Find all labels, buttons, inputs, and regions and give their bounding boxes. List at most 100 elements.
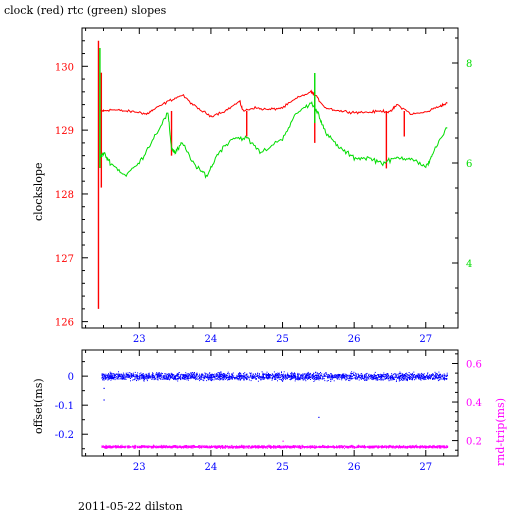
offset-point [170,377,171,379]
offset-point [371,374,372,376]
offset-point [207,376,208,378]
offset-point [194,372,195,373]
offset-point [132,379,134,381]
offset-point [121,373,122,375]
offset-point [227,379,229,381]
offset-point [411,377,413,379]
offset-point [123,378,125,380]
rnd-trip-point [419,446,421,447]
offset-point [123,377,125,378]
offset-point [443,378,445,379]
offset-point [142,374,144,376]
rnd-trip-point [193,444,195,446]
rnd-trip-point [421,445,423,447]
offset-point [185,374,187,376]
offset-point [444,375,445,377]
offset-point [436,375,438,377]
offset-point [236,374,238,376]
rnd-trip-point [370,445,372,447]
offset-point [164,373,166,375]
rnd-trip-point [405,446,407,448]
rnd-trip-point [270,447,272,449]
rnd-trip-point [329,446,331,448]
offset-point [240,374,242,376]
offset-point [387,374,389,376]
rnd-trip-point [407,447,409,449]
offset-point [220,378,222,380]
offset-point [109,377,111,379]
rnd-trip-point [140,445,142,447]
offset-point [180,376,182,378]
offset-point [228,379,230,381]
rnd-trip-point [349,445,351,447]
rnd-trip-point [342,445,343,447]
offset-point [232,377,234,378]
rnd-trip-point [370,446,372,448]
offset-point [368,374,370,376]
offset-point [353,371,355,373]
rnd-trip-point [350,446,352,448]
offset-point [408,374,410,376]
offset-point [373,376,374,378]
rnd-trip-point [156,446,157,448]
offset-point [181,377,183,379]
offset-point [386,376,388,378]
offset-point [295,379,297,380]
rnd-trip-point [153,446,155,448]
offset-point [342,376,343,378]
rnd-trip-point [112,446,114,447]
offset-point [390,374,392,376]
rnd-trip-point [423,445,424,447]
offset-point [312,375,314,377]
offset-point [386,373,388,375]
rnd-trip-point [392,445,394,447]
rnd-trip-point [191,446,192,448]
offset-point [372,379,374,381]
offset-point [339,376,341,378]
rnd-trip-point [134,447,136,449]
offset-point [272,376,274,378]
rnd-trip-point [262,447,264,449]
offset-point [312,374,314,376]
rnd-trip-point [160,444,162,446]
offset-point [402,374,404,376]
offset-point [169,375,171,377]
offset-point [313,381,315,382]
offset-point [262,375,264,376]
offset-point [175,379,177,381]
offset-point [283,376,285,378]
rnd-trip-point [352,445,354,447]
rnd-trip-point [283,446,284,448]
offset-point [353,377,355,379]
offset-point [247,376,249,377]
rnd-trip-point [174,446,176,448]
offset-point [169,373,171,375]
offset-point [243,374,245,376]
offset-point [305,376,307,378]
offset-point [429,377,431,378]
offset-point [209,377,211,378]
offset-point [426,375,427,376]
offset-point [350,375,352,377]
rnd-trip-point [277,447,279,448]
offset-point [209,372,211,374]
offset-point [263,377,265,379]
offset-point [160,375,161,377]
rnd-trip-point [318,447,320,448]
rnd-trip-point [389,446,391,448]
offset-point [171,373,173,375]
offset-point [355,376,357,378]
rnd-trip-point [304,447,305,449]
offset-point [244,376,246,378]
rnd-trip-point [275,446,277,448]
offset-point [291,376,292,378]
offset-point [341,375,343,376]
rnd-trip-point [205,446,207,448]
offset-point [355,378,357,380]
offset-point [264,373,266,375]
offset-point [172,376,174,378]
offset-point [176,373,178,375]
rnd-trip-point [426,446,428,448]
offset-point [351,375,353,377]
rnd-trip-point [159,446,161,448]
